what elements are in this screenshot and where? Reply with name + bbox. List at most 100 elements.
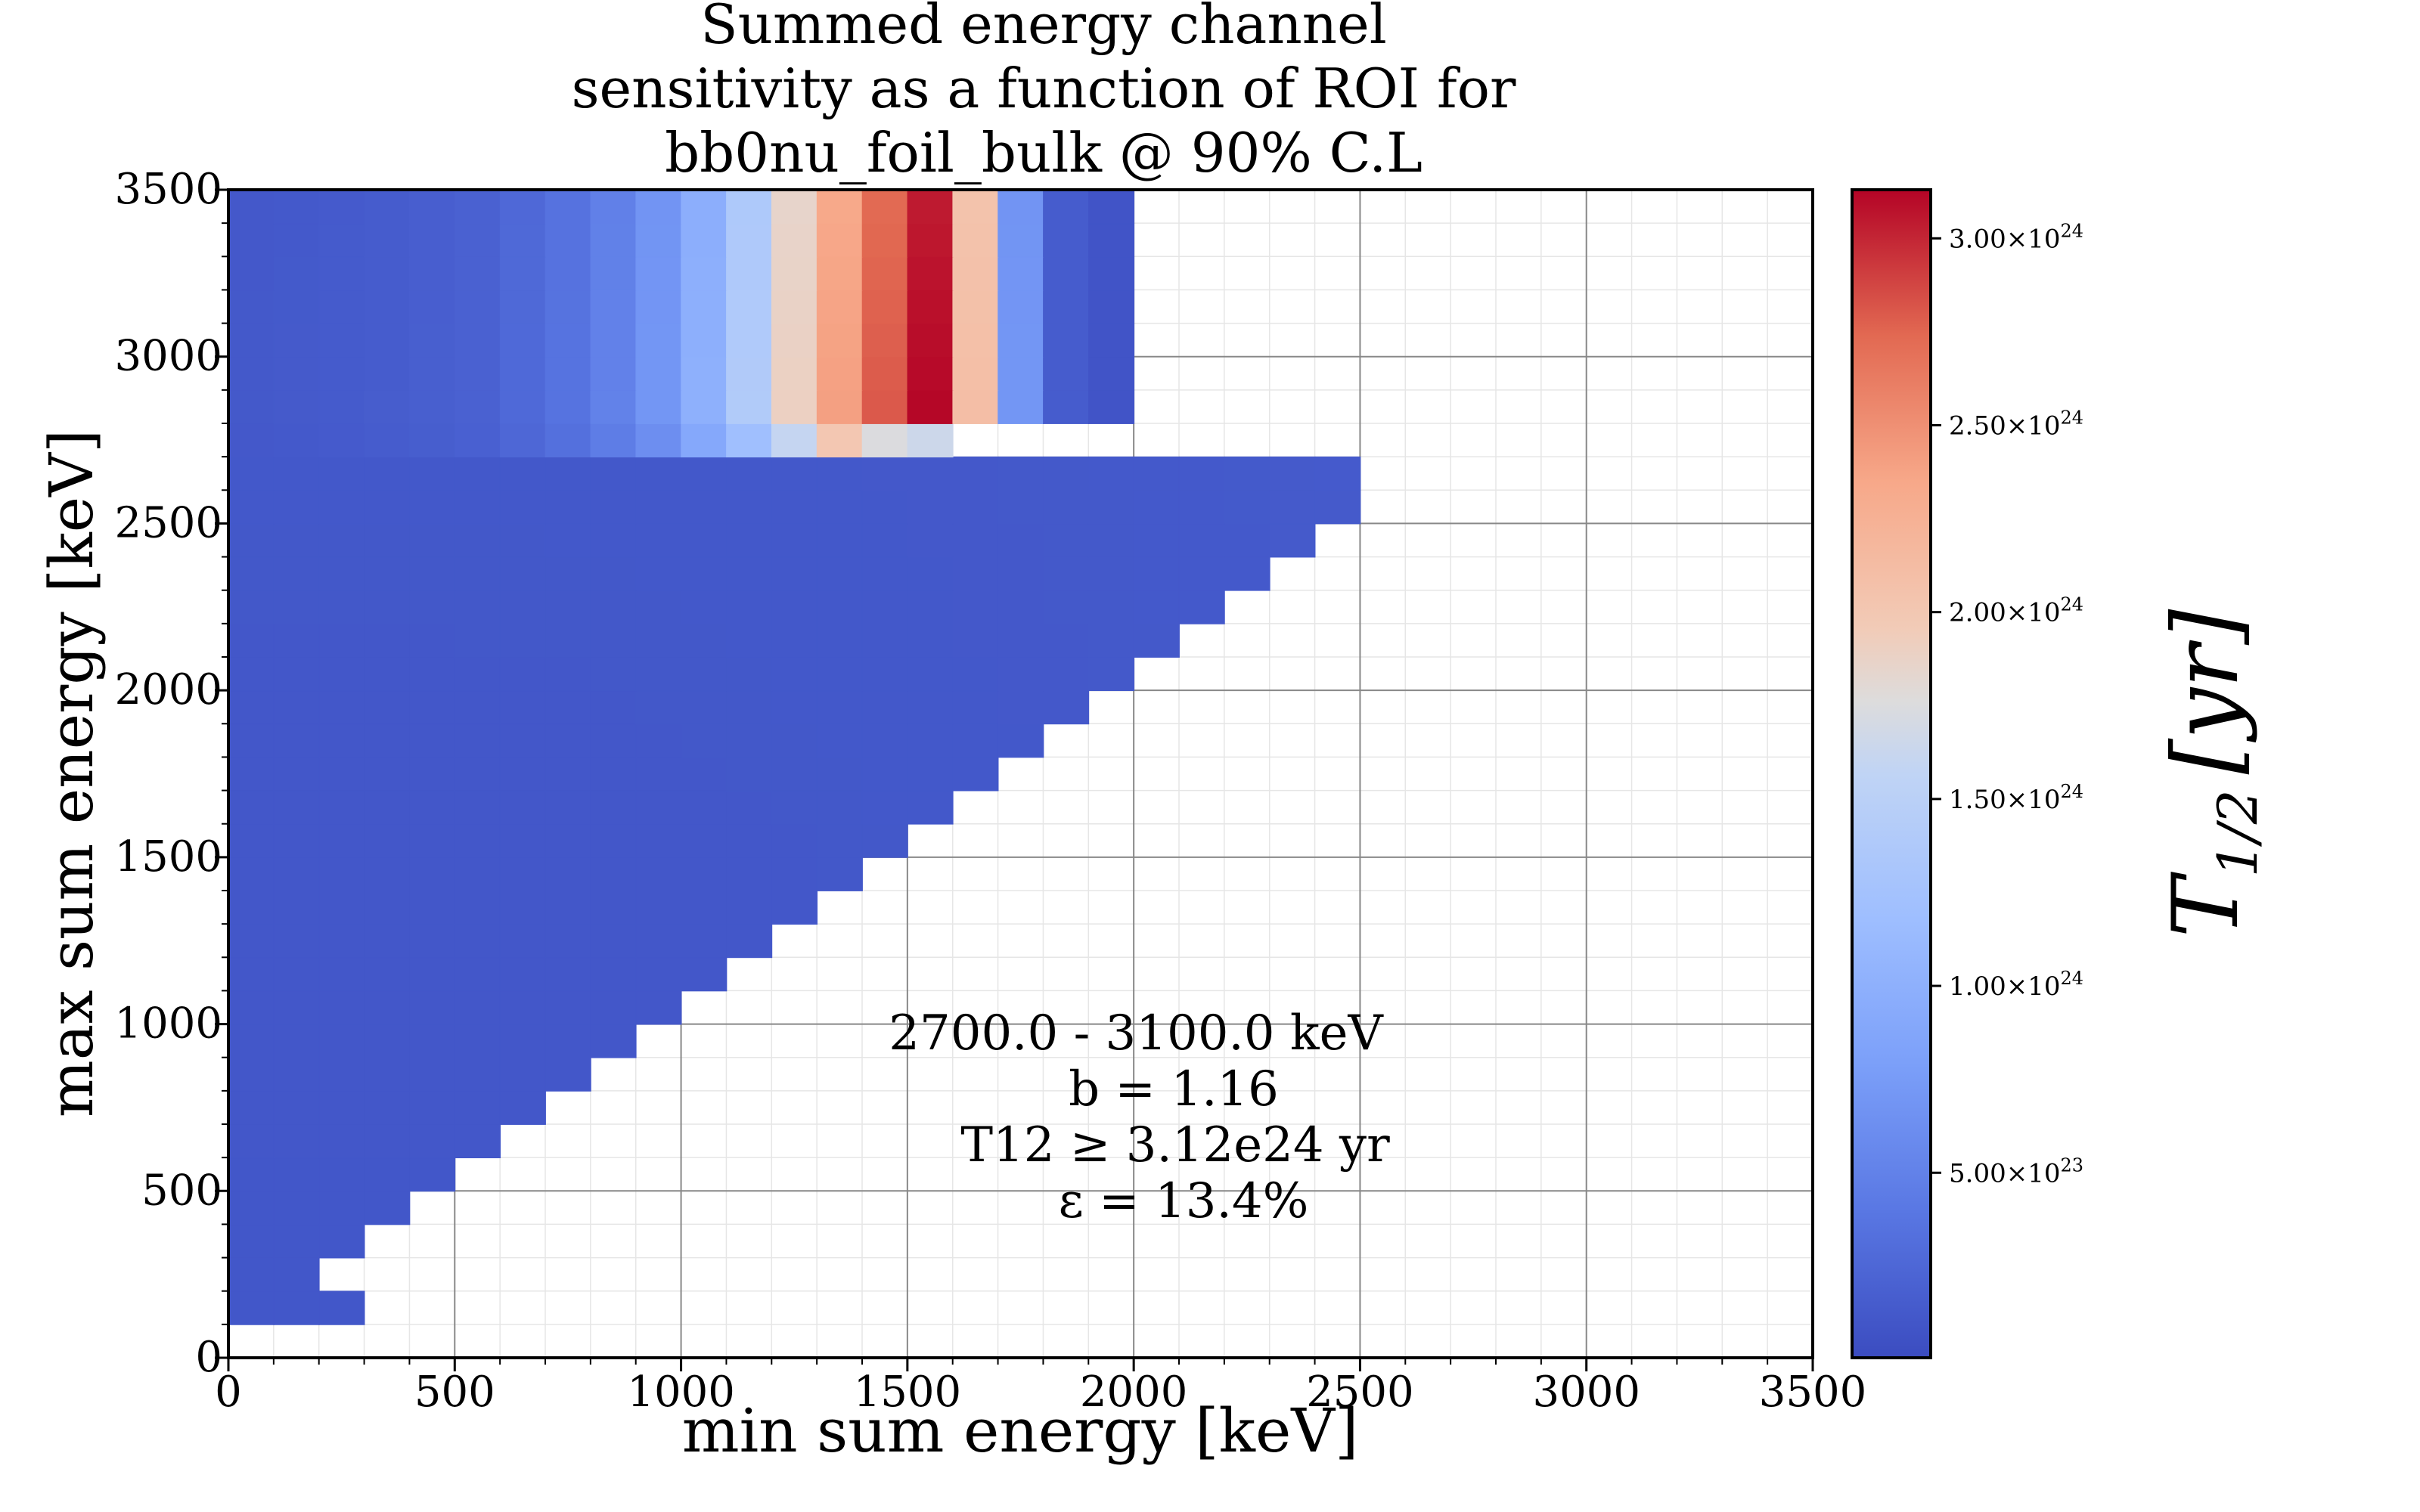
heatmap-cell [726,456,773,491]
heatmap-cell [635,489,682,525]
heatmap-cell [861,623,908,658]
heatmap-cell [318,1290,365,1325]
heatmap-cell [726,290,773,324]
heatmap-cell [816,423,863,458]
y-tick-label: 3000 [114,332,222,381]
heatmap-cell [364,1190,411,1225]
heatmap-cell [1043,556,1090,591]
heatmap-cell [228,523,275,558]
heatmap-cell [364,790,411,825]
heatmap-cell [816,757,863,792]
heatmap-cell [861,790,908,825]
heatmap-cell [454,890,501,925]
heatmap-cell [1087,590,1135,624]
heatmap-cell [318,990,365,1025]
heatmap-cell [726,790,773,825]
heatmap-cell [409,456,456,491]
heatmap-cell [1087,222,1135,258]
y-tick-label: 3500 [114,165,222,214]
heatmap-cell [1043,356,1090,391]
x-axis-ticks: 0 500 1000 1500 2000 2500 3000 3500 [215,1358,1866,1417]
heatmap-cell [364,857,411,891]
colorbar-tick-label: 1.50×1024 [1949,781,2083,815]
heatmap-cell [499,323,546,358]
heatmap-cell [1133,590,1180,624]
colorbar-label-unit: [yr] [2154,609,2259,774]
heatmap-cell [544,990,591,1025]
heatmap-cell [499,389,546,424]
heatmap-cell [1269,523,1316,558]
heatmap-cell [544,590,591,624]
heatmap-cell [499,556,546,591]
chart-title-line-3: bb0nu_foil_bulk @ 90% C.L [665,121,1423,184]
heatmap-cell [273,1024,320,1058]
heatmap-cell [681,556,728,591]
heatmap-cell [590,356,637,391]
heatmap-cell [273,1257,320,1292]
heatmap-cell [544,556,591,591]
heatmap-cell [771,757,818,792]
heatmap-cell [816,456,863,491]
heatmap-cell [1043,623,1090,658]
heatmap-cell [228,1290,275,1325]
heatmap-cell [590,423,637,458]
colorbar-label-sub: 1/2 [2206,789,2270,877]
heatmap-cell [1269,489,1316,525]
heatmap-cell [273,290,320,324]
heatmap-cell [861,356,908,391]
heatmap-cell [544,489,591,525]
heatmap-cell [907,423,954,458]
heatmap-cell [726,323,773,358]
heatmap-cell [816,222,863,258]
heatmap-cell [726,222,773,258]
svg-text:T1/2[yr]: T1/2 [yr] [2154,609,2270,937]
heatmap-cell [1043,689,1090,725]
heatmap-cell [544,689,591,725]
heatmap-cell [544,523,591,558]
heatmap-cell [409,890,456,925]
heatmap-cell [861,323,908,358]
heatmap-cell [273,1057,320,1092]
heatmap-cell [726,189,773,225]
heatmap-cell [681,389,728,424]
y-axis-label: max sum energy [keV] [36,429,107,1117]
heatmap-cell [228,956,275,992]
heatmap-cell [907,757,954,792]
x-tick-label: 3500 [1759,1368,1867,1417]
heatmap-cell [364,1090,411,1125]
heatmap-cell [364,556,411,591]
heatmap-cell [997,590,1044,624]
heatmap-cell [816,290,863,324]
heatmap-cell [454,389,501,424]
heatmap-cell [273,890,320,925]
heatmap-cell [499,656,546,692]
heatmap-cell [273,1224,320,1259]
heatmap-cell [228,189,275,225]
heatmap-cell [499,923,546,959]
x-tick-label: 2000 [1080,1368,1188,1417]
heatmap-cell [861,290,908,324]
heatmap-cell [635,523,682,558]
heatmap-cell [409,222,456,258]
heatmap-cell [681,523,728,558]
heatmap-cell [590,823,637,858]
heatmap-cell [681,923,728,959]
heatmap-cell [409,757,456,792]
heatmap-cell [952,723,999,758]
heatmap-cell [228,790,275,825]
heatmap-cell [952,523,999,558]
heatmap-cell [681,656,728,692]
y-tick-label: 1000 [114,999,222,1049]
heatmap-cell [635,189,682,225]
heatmap-cell [544,723,591,758]
heatmap-cell [364,222,411,258]
heatmap-cell [816,857,863,891]
heatmap-cell [409,790,456,825]
heatmap-cell [681,323,728,358]
heatmap-cell [228,1024,275,1058]
heatmap-cell [1087,389,1135,424]
heatmap-cell [499,489,546,525]
heatmap-cell [771,857,818,891]
heatmap-cell [454,556,501,591]
heatmap-cell [454,189,501,225]
